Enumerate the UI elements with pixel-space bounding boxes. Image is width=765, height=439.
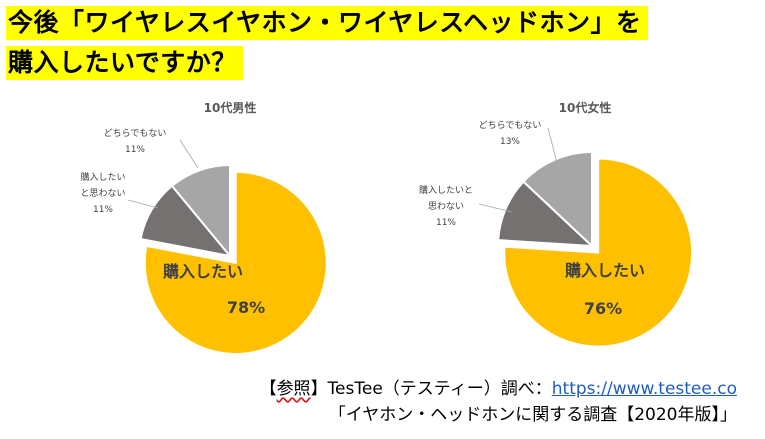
source-ref-label: 参照 — [276, 379, 311, 399]
leader-line — [478, 203, 513, 213]
slice-value-label: 76% — [584, 299, 622, 318]
pie-slice — [522, 150, 593, 249]
pie-slice — [143, 170, 328, 355]
chart-title: 10代男性 — [204, 100, 257, 115]
leader-line — [547, 127, 558, 164]
pie-slice — [503, 157, 694, 348]
slice-label: どちらでもない — [479, 120, 542, 131]
slice-label: どちらでもない — [104, 128, 167, 139]
slice-value-label: 78% — [227, 298, 265, 317]
leader-line — [179, 139, 199, 169]
slice-value-label: 11% — [436, 218, 456, 228]
slice-value-label: 11% — [125, 145, 145, 155]
survey-name: 「イヤホン・ヘッドホンに関する調査【2020年版】」 — [328, 405, 737, 425]
slice-label: 購入したい — [80, 171, 125, 183]
pie-slice — [170, 163, 231, 259]
source-link[interactable]: https://www.testee.co — [551, 379, 737, 399]
page-title-line-1: 今後「ワイヤレスイヤホン・ワイヤレスヘッドホン」を — [6, 6, 648, 40]
source-text: 】TesTee（テスティー）調べ： — [310, 379, 552, 399]
source-bracket: 【 — [259, 379, 277, 399]
slice-label: と思わない — [80, 188, 125, 199]
pie-slice — [497, 180, 595, 248]
slice-value-label: 13% — [500, 137, 520, 147]
slice-label: 購入したい — [162, 262, 243, 281]
slice-value-label: 11% — [93, 205, 113, 215]
source-citation: 【参照】TesTee（テスティー）調べ：https://www.testee.c… — [260, 374, 737, 399]
slice-label: 思わない — [428, 201, 464, 212]
slice-label: 購入したい — [564, 261, 645, 280]
page-title-line-2: 購入したいですか？ — [6, 46, 243, 80]
leader-line — [127, 199, 159, 209]
slice-label: 購入したいと — [419, 184, 473, 196]
chart-title: 10代女性 — [559, 100, 612, 115]
